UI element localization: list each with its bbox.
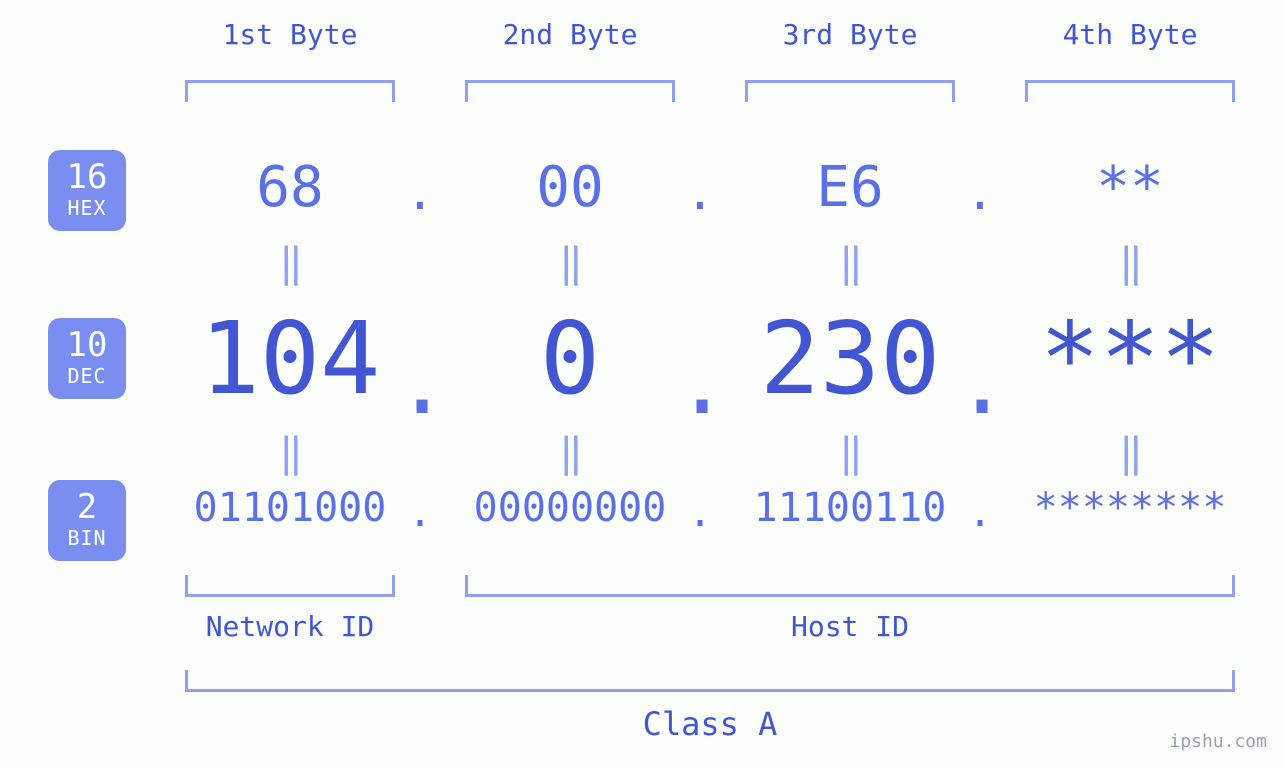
- bin-dot-1: .: [400, 490, 440, 536]
- hex-dot-3: .: [960, 165, 1000, 221]
- dec-byte-2: 0: [440, 300, 700, 417]
- ip-diagram: 16 HEX 10 DEC 2 BIN 1st Byte 2nd Byte 3r…: [0, 0, 1285, 767]
- hex-dot-2: .: [680, 165, 720, 221]
- bin-byte-2: 00000000: [440, 485, 700, 531]
- hex-byte-3: E6: [720, 155, 980, 220]
- bin-byte-4: ********: [1000, 485, 1260, 531]
- byte-label-1: 1st Byte: [160, 18, 420, 51]
- dec-byte-1: 104: [160, 300, 420, 417]
- bracket-class: [185, 670, 1235, 692]
- hex-byte-4: **: [1000, 155, 1260, 220]
- dec-dot-2: .: [675, 330, 725, 435]
- bracket-top-4: [1025, 80, 1235, 102]
- badge-bin: 2 BIN: [48, 480, 126, 561]
- bracket-network-id: [185, 575, 395, 597]
- bin-dot-3: .: [960, 490, 1000, 536]
- byte-label-2: 2nd Byte: [440, 18, 700, 51]
- bracket-top-1: [185, 80, 395, 102]
- byte-label-3: 3rd Byte: [720, 18, 980, 51]
- hex-byte-1: 68: [160, 155, 420, 220]
- eq-dec-bin-1: ‖: [160, 430, 420, 476]
- dec-byte-4: ***: [1000, 300, 1260, 417]
- badge-dec: 10 DEC: [48, 318, 126, 399]
- byte-label-4: 4th Byte: [1000, 18, 1260, 51]
- badge-hex: 16 HEX: [48, 150, 126, 231]
- bin-dot-2: .: [680, 490, 720, 536]
- eq-hex-dec-1: ‖: [160, 240, 420, 286]
- badge-bin-suffix: BIN: [48, 528, 126, 549]
- eq-dec-bin-4: ‖: [1000, 430, 1260, 476]
- eq-hex-dec-3: ‖: [720, 240, 980, 286]
- badge-dec-suffix: DEC: [48, 366, 126, 387]
- watermark: ipshu.com: [1169, 731, 1267, 752]
- label-host-id: Host ID: [465, 610, 1235, 643]
- bracket-top-2: [465, 80, 675, 102]
- dec-dot-3: .: [955, 330, 1005, 435]
- eq-dec-bin-3: ‖: [720, 430, 980, 476]
- dec-dot-1: .: [395, 330, 445, 435]
- eq-dec-bin-2: ‖: [440, 430, 700, 476]
- badge-bin-base: 2: [48, 490, 126, 526]
- label-network-id: Network ID: [160, 610, 420, 643]
- label-class: Class A: [185, 705, 1235, 743]
- hex-byte-2: 00: [440, 155, 700, 220]
- bin-byte-1: 01101000: [160, 485, 420, 531]
- eq-hex-dec-2: ‖: [440, 240, 700, 286]
- badge-hex-base: 16: [48, 160, 126, 196]
- bracket-host-id: [465, 575, 1235, 597]
- hex-dot-1: .: [400, 165, 440, 221]
- eq-hex-dec-4: ‖: [1000, 240, 1260, 286]
- bin-byte-3: 11100110: [720, 485, 980, 531]
- bracket-top-3: [745, 80, 955, 102]
- badge-dec-base: 10: [48, 328, 126, 364]
- dec-byte-3: 230: [720, 300, 980, 417]
- badge-hex-suffix: HEX: [48, 198, 126, 219]
